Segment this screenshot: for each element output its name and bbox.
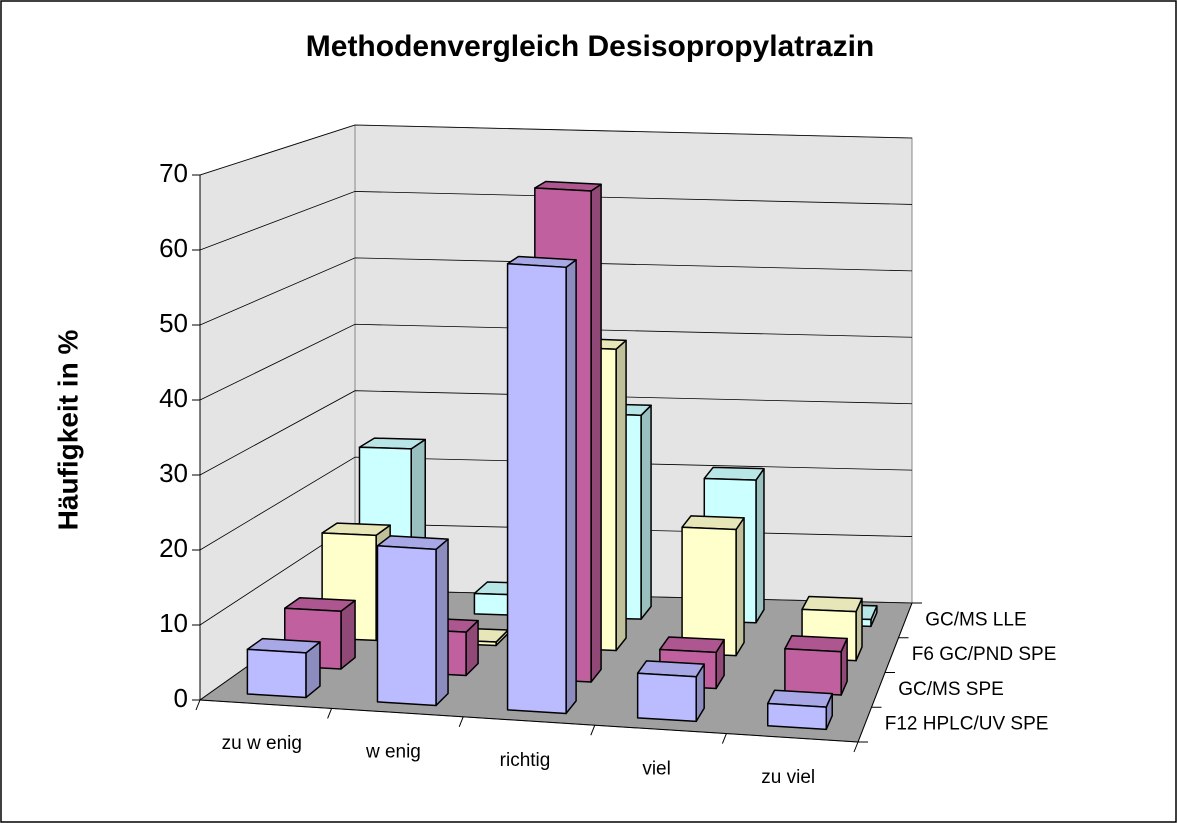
grid-line — [199, 257, 913, 326]
series-label: GC/MS SPE — [898, 679, 1004, 700]
bar-side — [435, 538, 449, 707]
bar-side — [615, 339, 627, 652]
y-axis-label: Häufigkeit in % — [52, 330, 83, 531]
bar — [376, 545, 437, 707]
x-tick-label: zu viel — [761, 767, 815, 788]
y-tick-label: 70 — [159, 158, 188, 188]
x-tick — [721, 733, 727, 744]
x-tick-label: zu w enig — [222, 733, 302, 754]
y-tick-label: 20 — [159, 533, 188, 563]
bar — [766, 702, 828, 731]
x-tick-label: richtig — [500, 750, 551, 771]
bar — [506, 262, 567, 715]
bar — [636, 672, 697, 723]
bar-side — [590, 183, 602, 683]
bar-side — [340, 599, 356, 670]
bar-side — [640, 404, 652, 620]
bar-side — [755, 467, 765, 624]
x-axis — [199, 699, 859, 743]
x-tick-label: w enig — [365, 742, 421, 763]
y-tick-label: 0 — [174, 683, 188, 713]
y-tick-label: 60 — [159, 233, 188, 263]
grid-line — [199, 390, 913, 476]
x-tick — [853, 741, 859, 753]
series-label: GC/MS LLE — [925, 609, 1026, 630]
grid-line — [199, 124, 913, 176]
y-tick-label: 50 — [159, 308, 188, 338]
grid-line — [199, 323, 913, 401]
bar — [784, 648, 842, 696]
x-tick-label: viel — [642, 758, 671, 779]
grid-line — [199, 456, 913, 551]
x-tick — [195, 699, 201, 711]
series-label: F6 GC/PND SPE — [912, 644, 1057, 665]
y-tick-label: 30 — [159, 458, 188, 488]
x-tick — [458, 716, 464, 727]
series-label: F12 HPLC/UV SPE — [885, 714, 1049, 735]
chart-title: Methodenvergleich Desisopropylatrazin — [306, 30, 874, 63]
x-tick — [327, 708, 333, 719]
bar — [246, 648, 307, 699]
grid-line — [199, 191, 913, 251]
y-tick-label: 40 — [159, 383, 188, 413]
bar-side — [565, 259, 577, 715]
y-tick-label: 10 — [159, 608, 188, 638]
bar — [681, 526, 737, 657]
x-tick — [590, 725, 596, 736]
bar-side — [735, 517, 745, 657]
